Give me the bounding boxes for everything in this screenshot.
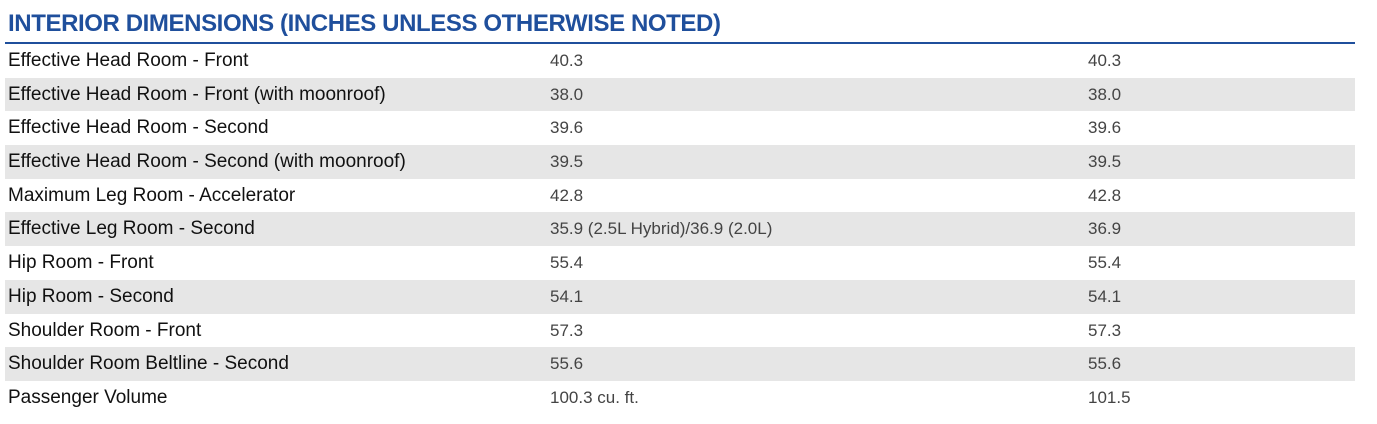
- row-label: Shoulder Room - Front: [8, 319, 202, 341]
- row-label: Effective Leg Room - Second: [8, 218, 255, 240]
- value-col-2: 36.9: [1088, 219, 1122, 239]
- title-rule: [5, 42, 1355, 44]
- table-row: Shoulder Room - Front 57.3 57.3: [5, 314, 1355, 348]
- row-label: Hip Room - Second: [8, 285, 174, 307]
- value-col-1: 39.6: [550, 118, 584, 138]
- row-label: Effective Head Room - Front (with moonro…: [8, 83, 386, 105]
- row-label: Hip Room - Front: [8, 252, 154, 274]
- value-col-1: 35.9 (2.5L Hybrid)/36.9 (2.0L): [550, 219, 773, 239]
- row-label: Effective Head Room - Front: [8, 50, 249, 71]
- value-col-1: 39.5: [550, 152, 584, 172]
- table-row: Effective Head Room - Front (with moonro…: [5, 77, 1355, 112]
- row-label: Passenger Volume: [8, 386, 168, 408]
- value-col-2: 39.5: [1088, 152, 1122, 172]
- value-col-2: 42.8: [1088, 185, 1122, 205]
- value-col-1: 38.0: [550, 84, 584, 104]
- value-col-1: 54.1: [550, 286, 584, 306]
- row-label: Maximum Leg Room - Accelerator: [8, 184, 296, 206]
- table-row: Hip Room - Second 54.1 54.1: [5, 279, 1355, 314]
- value-col-2: 54.1: [1088, 286, 1122, 306]
- value-col-2: 101.5: [1088, 387, 1131, 407]
- row-label: Shoulder Room Beltline - Second: [8, 353, 289, 375]
- value-col-1: 42.8: [550, 185, 584, 205]
- table-row: Effective Head Room - Second (with moonr…: [5, 145, 1355, 179]
- value-col-2: 55.4: [1088, 253, 1122, 273]
- value-col-2: 38.0: [1088, 84, 1122, 104]
- value-col-2: 40.3: [1088, 51, 1122, 70]
- value-col-1: 55.6: [550, 354, 584, 374]
- row-label: Effective Head Room - Second: [8, 117, 269, 139]
- table-row: Effective Head Room - Front 40.3 40.3: [5, 44, 1355, 78]
- table-row: Maximum Leg Room - Accelerator 42.8 42.8: [5, 179, 1355, 213]
- value-col-1: 57.3: [550, 320, 584, 340]
- section-title: INTERIOR DIMENSIONS (INCHES UNLESS OTHER…: [8, 10, 721, 37]
- table-row: Effective Leg Room - Second 35.9 (2.5L Hy…: [5, 212, 1355, 247]
- row-label: Effective Head Room - Second (with moonr…: [8, 151, 406, 173]
- value-col-1: 55.4: [550, 253, 584, 273]
- spec-table: Effective Head Room - Front 40.3 40.3 Effec…: [5, 44, 1355, 415]
- value-col-2: 39.6: [1088, 118, 1122, 138]
- table-row: Shoulder Room Beltline - Second 55.6 55.6: [5, 347, 1355, 381]
- value-col-1: 40.3: [550, 51, 584, 70]
- value-col-2: 55.6: [1088, 354, 1122, 374]
- table-row: Hip Room - Front 55.4 55.4: [5, 246, 1355, 280]
- table-row: Passenger Volume 100.3 cu. ft. 101.5: [5, 381, 1355, 415]
- value-col-1: 100.3 cu. ft.: [550, 387, 639, 407]
- value-col-2: 57.3: [1088, 320, 1122, 340]
- table-row: Effective Head Room - Second 39.6 39.6: [5, 111, 1355, 145]
